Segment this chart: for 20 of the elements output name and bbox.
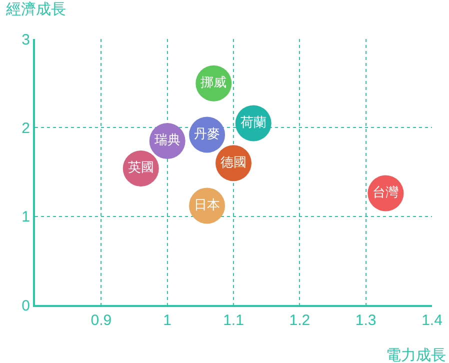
y-tick-label: 3 (22, 31, 30, 48)
y-tick-label: 0 (22, 297, 30, 314)
x-tick-label: 1.4 (422, 312, 442, 329)
series-label: 挪威 (200, 74, 227, 90)
x-tick-label: 1 (163, 312, 172, 329)
series-label: 德國 (220, 154, 246, 170)
y-axis-title: 經濟成長 (5, 1, 66, 18)
x-tick-label: 0.9 (90, 312, 112, 329)
y-tick-label: 2 (22, 120, 30, 137)
x-tick-label: 1.3 (355, 312, 376, 329)
series-label: 英國 (128, 160, 154, 175)
series-label: 台灣 (372, 184, 399, 200)
series-label: 瑞典 (154, 132, 180, 148)
series-label: 日本 (194, 196, 220, 212)
series-label: 荷蘭 (240, 114, 266, 130)
x-axis-title: 電力成長 (386, 347, 446, 363)
x-tick-label: 1.2 (289, 312, 310, 329)
series-label: 丹麥 (194, 126, 220, 142)
x-tick-label: 1.1 (223, 312, 244, 329)
y-tick-label: 1 (22, 208, 30, 226)
